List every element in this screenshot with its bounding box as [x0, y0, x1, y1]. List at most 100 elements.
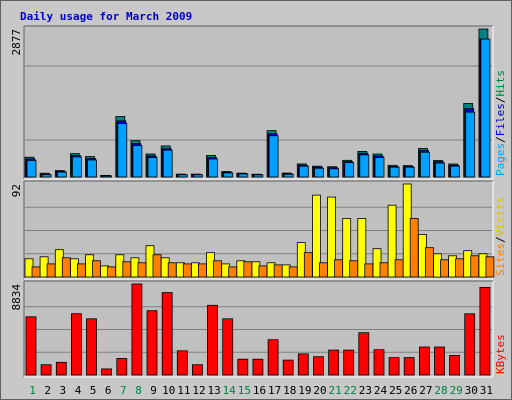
bar-pages-day-26 [404, 166, 415, 178]
bar-pages-day-30 [465, 111, 476, 178]
bar-kbytes-day-26 [403, 357, 415, 376]
legend-separator: / [494, 97, 507, 104]
bar-pages-day-25 [389, 166, 400, 178]
x-tick-label-day-5: 5 [90, 384, 97, 397]
bar-kbytes-day-4 [71, 313, 82, 376]
bar-pages-day-9 [147, 157, 158, 178]
bar-sites-day-13 [213, 260, 222, 278]
legend-entry-pages: Pages [494, 143, 507, 176]
x-tick-label-day-28: 28 [434, 384, 447, 397]
bar-pages-day-2 [41, 174, 52, 178]
bar-pages-day-12 [192, 174, 203, 178]
bar-sites-day-10 [167, 262, 177, 278]
bar-pages-day-23 [359, 154, 370, 178]
bar-sites-day-16 [258, 265, 268, 278]
y-max-label: 2877 [10, 29, 23, 56]
bar-visits-day-20 [312, 194, 321, 278]
bar-kbytes-day-6 [101, 368, 112, 376]
x-tick-label-day-10: 10 [162, 384, 175, 397]
legend-entry-visits: Visits [494, 197, 507, 237]
bar-sites-day-22 [349, 260, 359, 278]
bar-pages-day-20 [314, 167, 324, 178]
legend-visits-sites: Sites/Visits [494, 197, 507, 277]
bar-pages-day-5 [87, 159, 97, 178]
bar-kbytes-day-16 [252, 358, 264, 376]
bar-kbytes-day-14 [222, 318, 234, 376]
bar-kbytes-day-13 [207, 304, 218, 376]
bar-kbytes-day-21 [328, 349, 340, 376]
bar-kbytes-day-8 [131, 283, 143, 376]
x-tick-label-day-23: 23 [359, 384, 372, 397]
plot-area [24, 26, 493, 179]
bar-sites-day-27 [424, 247, 434, 278]
bar-kbytes-day-17 [267, 339, 279, 376]
bar-kbytes-day-19 [297, 353, 309, 376]
x-tick-label-day-11: 11 [177, 384, 190, 397]
bar-visits-day-23 [357, 217, 367, 278]
bar-pages-day-10 [162, 149, 173, 178]
legend-entry-kbytes: KBytes [494, 334, 507, 374]
bar-sites-day-28 [440, 259, 449, 278]
bar-kbytes-day-1 [25, 316, 37, 376]
chart-title: Daily usage for March 2009 [20, 10, 192, 23]
bar-sites-day-30 [470, 255, 480, 278]
bar-sites-day-4 [77, 263, 86, 278]
bar-visits-day-21 [327, 196, 337, 278]
x-tick-label-day-14: 14 [223, 384, 237, 397]
legend-entry-hits: Hits [494, 70, 507, 97]
bar-kbytes-day-10 [161, 292, 173, 376]
bar-pages-day-22 [344, 162, 355, 178]
bar-pages-day-31 [480, 38, 491, 178]
bar-kbytes-day-22 [343, 349, 355, 376]
bar-sites-day-17 [273, 264, 283, 278]
bar-pages-day-18 [283, 173, 294, 178]
bar-visits-day-22 [342, 217, 352, 278]
bar-sites-day-21 [334, 259, 344, 278]
x-tick-label-day-20: 20 [313, 384, 326, 397]
bar-pages-day-8 [132, 145, 143, 178]
bar-kbytes-day-9 [146, 310, 158, 376]
x-tick-label-day-9: 9 [150, 384, 157, 397]
x-tick-label-day-3: 3 [59, 384, 66, 397]
x-tick-label-day-12: 12 [192, 384, 205, 397]
bar-kbytes-day-27 [418, 346, 430, 376]
x-tick-label-day-30: 30 [465, 384, 478, 397]
bar-kbytes-day-7 [116, 358, 128, 376]
bar-sites-day-18 [288, 266, 298, 278]
bar-pages-day-7 [117, 123, 128, 178]
bar-sites-day-29 [455, 258, 465, 278]
x-tick-label-day-17: 17 [268, 384, 281, 397]
bar-sites-day-24 [379, 262, 389, 278]
bar-sites-day-19 [303, 252, 313, 278]
bar-pages-day-28 [435, 162, 445, 178]
bar-sites-day-7 [122, 261, 132, 278]
x-tick-label-day-2: 2 [44, 384, 51, 397]
bar-pages-day-13 [208, 158, 218, 178]
x-tick-label-day-7: 7 [120, 384, 127, 397]
bar-pages-day-15 [238, 173, 249, 178]
x-tick-label-day-22: 22 [344, 384, 357, 397]
bar-visits-day-25 [387, 204, 397, 278]
bar-pages-day-14 [223, 172, 234, 178]
y-max-label: 92 [10, 184, 23, 197]
bar-pages-day-16 [253, 174, 264, 178]
x-tick-label-day-18: 18 [283, 384, 296, 397]
x-tick-label-day-31: 31 [480, 384, 493, 397]
bar-kbytes-day-24 [373, 349, 385, 376]
legend-separator: / [494, 236, 507, 243]
x-tick-label-day-13: 13 [207, 384, 220, 397]
bar-kbytes-day-20 [313, 356, 324, 376]
x-tick-label-day-15: 15 [238, 384, 251, 397]
bar-sites-day-26 [409, 217, 419, 278]
bar-kbytes-day-5 [86, 318, 97, 376]
bar-kbytes-day-31 [479, 286, 491, 376]
x-tick-label-day-27: 27 [419, 384, 432, 397]
bar-kbytes-day-30 [464, 313, 476, 376]
bar-pages-day-3 [56, 171, 67, 178]
bar-sites-day-6 [107, 266, 116, 278]
bar-sites-day-9 [152, 254, 162, 278]
bar-pages-day-24 [374, 157, 385, 178]
panel-visits-sites: 92 Sites/Visits [10, 180, 507, 280]
